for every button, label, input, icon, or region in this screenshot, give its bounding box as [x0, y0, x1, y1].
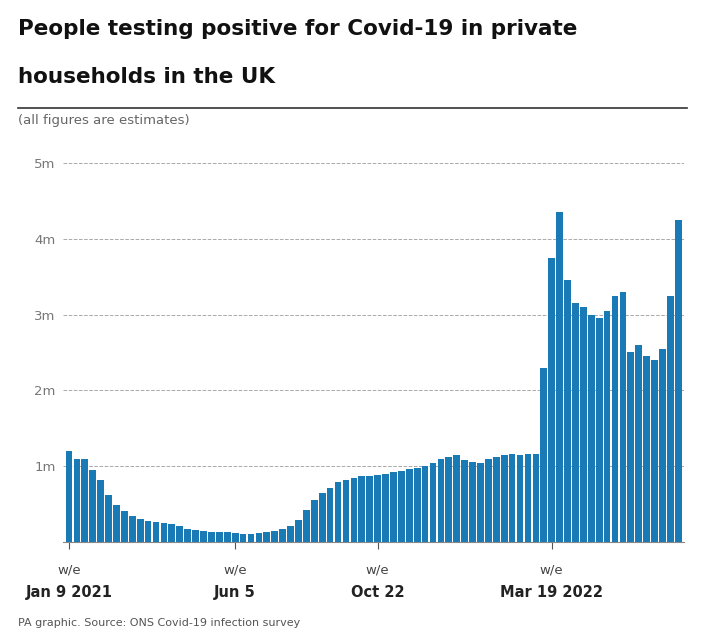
Bar [176, 526, 183, 542]
Bar [113, 505, 120, 542]
Bar [264, 533, 270, 542]
Bar [556, 212, 563, 542]
Bar [105, 495, 112, 542]
Bar [137, 519, 144, 542]
Bar [517, 455, 523, 542]
Bar [620, 292, 626, 542]
Text: (all figures are estimates): (all figures are estimates) [18, 114, 189, 126]
Bar [382, 474, 389, 542]
Bar [572, 303, 579, 542]
Bar [627, 352, 634, 542]
Bar [414, 468, 421, 542]
Bar [477, 463, 484, 542]
Bar [398, 471, 405, 542]
Bar [184, 529, 191, 542]
Bar [97, 480, 104, 542]
Bar [358, 476, 365, 542]
Bar [279, 530, 286, 542]
Text: Jan 9 2021: Jan 9 2021 [25, 585, 113, 600]
Bar [612, 295, 618, 542]
Text: w/e: w/e [223, 563, 247, 577]
Bar [200, 531, 207, 542]
Bar [564, 280, 571, 542]
Bar [580, 307, 587, 542]
Bar [216, 533, 223, 542]
Bar [509, 454, 515, 542]
Bar [208, 531, 215, 542]
Bar [161, 523, 167, 542]
Bar [240, 534, 247, 542]
Bar [406, 470, 412, 542]
Text: households in the UK: households in the UK [18, 67, 275, 87]
Text: Jun 5: Jun 5 [214, 585, 256, 600]
Bar [367, 476, 373, 542]
Bar [453, 455, 460, 542]
Bar [446, 457, 452, 542]
Bar [287, 526, 294, 542]
Bar [247, 534, 255, 542]
Bar [73, 459, 80, 542]
Bar [82, 459, 88, 542]
Text: People testing positive for Covid-19 in private: People testing positive for Covid-19 in … [18, 19, 577, 39]
Bar [145, 521, 152, 542]
Bar [596, 318, 603, 542]
Text: Mar 19 2022: Mar 19 2022 [501, 585, 603, 600]
Bar [335, 482, 341, 542]
Bar [541, 367, 547, 542]
Bar [643, 356, 650, 542]
Bar [675, 219, 682, 542]
Bar [192, 530, 199, 542]
Text: w/e: w/e [366, 563, 389, 577]
Bar [438, 459, 444, 542]
Bar [659, 349, 666, 542]
Bar [461, 460, 468, 542]
Bar [295, 520, 302, 542]
Bar [422, 466, 429, 542]
Bar [326, 487, 333, 542]
Bar [121, 511, 128, 542]
Bar [90, 470, 96, 542]
Bar [350, 478, 357, 542]
Bar [635, 345, 642, 542]
Bar [224, 533, 231, 542]
Bar [588, 315, 594, 542]
Bar [603, 311, 611, 542]
Text: w/e: w/e [57, 563, 81, 577]
Bar [255, 533, 262, 542]
Bar [501, 455, 508, 542]
Bar [311, 500, 318, 542]
Bar [66, 451, 73, 542]
Bar [303, 510, 309, 542]
Bar [390, 473, 397, 542]
Bar [129, 516, 135, 542]
Text: PA graphic. Source: ONS Covid-19 infection survey: PA graphic. Source: ONS Covid-19 infecti… [18, 618, 300, 628]
Bar [548, 258, 555, 542]
Bar [374, 475, 381, 542]
Text: w/e: w/e [540, 563, 563, 577]
Bar [470, 462, 476, 542]
Text: Oct 22: Oct 22 [351, 585, 405, 600]
Bar [343, 480, 349, 542]
Bar [429, 463, 436, 542]
Bar [319, 493, 326, 542]
Bar [168, 524, 176, 542]
Bar [525, 454, 532, 542]
Bar [493, 457, 500, 542]
Bar [232, 533, 238, 542]
Bar [651, 360, 658, 542]
Bar [153, 522, 159, 542]
Bar [532, 454, 539, 542]
Bar [485, 459, 492, 542]
Bar [271, 531, 278, 542]
Bar [667, 295, 674, 542]
